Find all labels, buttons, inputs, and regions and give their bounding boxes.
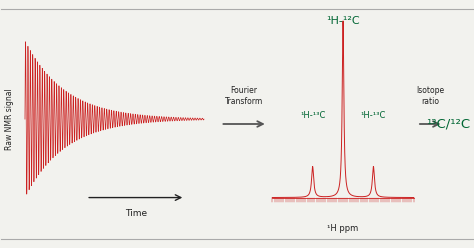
Text: Fourier
Transform: Fourier Transform — [225, 86, 263, 106]
Text: Isotope
ratio: Isotope ratio — [416, 86, 444, 106]
Text: ¹H-¹²C: ¹H-¹²C — [326, 16, 360, 26]
Text: Raw NMR signal: Raw NMR signal — [5, 88, 14, 150]
Text: Time: Time — [125, 209, 147, 217]
Text: ¹H-¹³C: ¹H-¹³C — [300, 111, 325, 120]
Text: ¹H ppm: ¹H ppm — [328, 224, 359, 233]
Text: ¹H-¹³C: ¹H-¹³C — [361, 111, 386, 120]
Text: ¹³C/¹²C: ¹³C/¹²C — [426, 118, 470, 130]
